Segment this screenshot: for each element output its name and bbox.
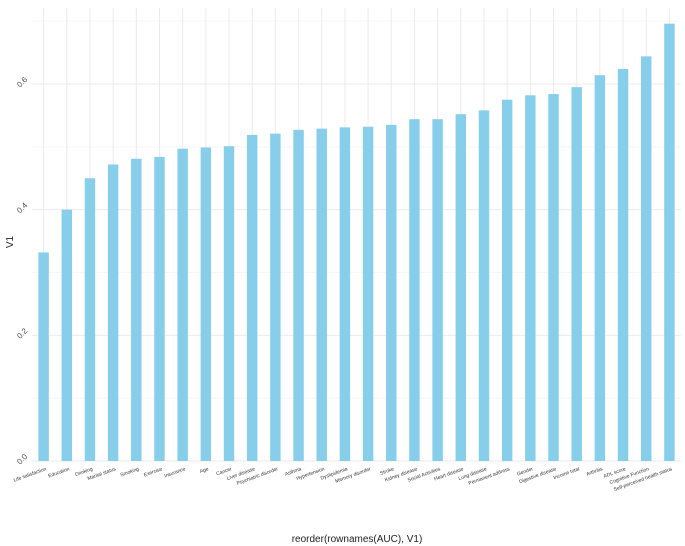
y-axis-title: V1: [5, 235, 16, 248]
bar: [293, 129, 304, 461]
bar: [38, 252, 49, 461]
bar: [200, 147, 212, 461]
x-tick-label: Insurance: [164, 466, 187, 479]
x-axis-title: reorder(rownames(AUC), V1): [292, 534, 423, 545]
bar: [84, 178, 96, 461]
x-tick-label: Income total: [553, 466, 581, 481]
y-tick-labels: 0.0 0.2 0.4 0.6: [15, 75, 30, 467]
bar: [131, 158, 142, 461]
x-tick-label: Life satisfaction: [13, 466, 48, 484]
x-tick-label: Asthma: [284, 466, 302, 478]
y-tick-label: 0.6: [15, 75, 30, 90]
bar: [478, 110, 490, 461]
x-tick-label: Arthritis: [586, 466, 604, 478]
y-tick-label: 0.0: [15, 452, 30, 467]
bar: [409, 119, 420, 461]
bar: [617, 68, 629, 462]
bar: [525, 95, 536, 461]
bar: [246, 134, 258, 461]
bar: [641, 56, 652, 461]
x-tick-label: Gender: [516, 466, 534, 477]
bar: [107, 164, 119, 461]
x-tick-labels: Life satisfaction Education DrinkingMarita…: [13, 466, 674, 493]
y-tick-label: 0.2: [15, 326, 30, 341]
bar: [432, 119, 443, 461]
bar: [664, 23, 675, 462]
x-tick-label: Education: [47, 466, 70, 479]
bar: [362, 126, 374, 461]
bar: [501, 99, 513, 461]
x-tick-label: Cancer: [215, 466, 233, 477]
x-tick-label: Drinking: [74, 466, 93, 478]
x-tick-label: Age: [199, 466, 210, 475]
bars-group: [38, 23, 675, 462]
bar: [316, 128, 327, 461]
bar: [339, 127, 351, 461]
bar: [270, 133, 281, 461]
bar: [223, 146, 235, 461]
bar: [455, 114, 467, 461]
gridlines: [32, 8, 681, 462]
x-tick-label: Smoking: [120, 466, 141, 478]
bar: [548, 94, 559, 461]
y-tick-label: 0.4: [15, 200, 30, 215]
bar: [177, 148, 188, 462]
bar: [154, 156, 165, 462]
x-tick-label: Exercise: [143, 466, 163, 478]
x-tick-label: Stroke: [379, 466, 395, 477]
bar: [386, 124, 397, 461]
bar: [571, 87, 582, 462]
bar: [594, 75, 606, 461]
bar: [61, 209, 72, 461]
